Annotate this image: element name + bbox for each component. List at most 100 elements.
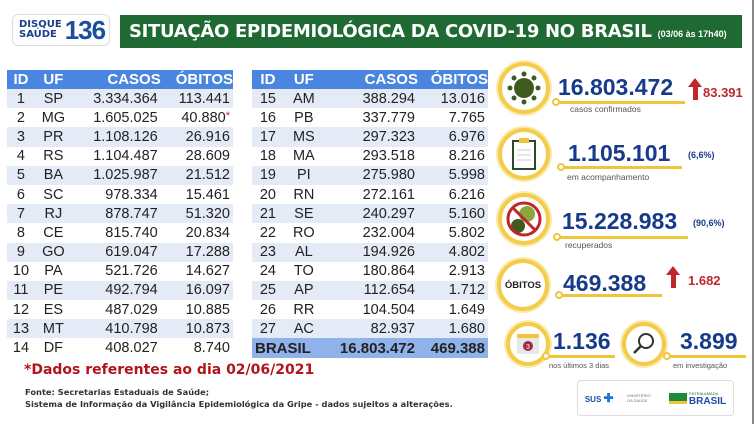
table-cell: 4: [7, 147, 35, 166]
recovered-percent: (90,6%): [693, 218, 725, 228]
cell-value: 5.802: [448, 224, 485, 241]
table-cell: 1.712: [417, 280, 488, 301]
table-cell: 8.740: [161, 338, 233, 357]
logo-text-bottom: SAÚDE: [19, 29, 57, 40]
table-cell: 12: [7, 300, 35, 319]
table-cell: 487.029: [72, 300, 161, 319]
table-cell: MA: [284, 147, 324, 166]
cell-value: BA: [43, 167, 64, 184]
table-cell: 240.297: [323, 204, 418, 224]
cell-value: 293.518: [362, 148, 415, 165]
cell-value: 5.998: [448, 167, 485, 184]
table-cell: DF: [35, 338, 72, 357]
column-header: UF: [34, 70, 72, 89]
cell-value: 22: [259, 224, 276, 241]
disque-saude-logo: DISQUE SAÚDE 136: [12, 14, 110, 46]
cell-value: AL: [294, 244, 313, 261]
table-cell: 24: [252, 262, 284, 281]
table-row: 10 PA 521.726 14.627: [7, 262, 233, 281]
cell-value: 14.627: [185, 263, 230, 280]
cell-value: 8: [16, 224, 25, 241]
table-cell: BA: [34, 165, 72, 185]
table-cell: PA: [35, 262, 72, 281]
table-cell: GO: [34, 242, 72, 262]
cell-value: 1.712: [448, 282, 485, 299]
monitoring-value: 1.105.101: [568, 140, 671, 166]
table-cell: 26: [252, 300, 284, 319]
table-cell: 619.047: [71, 242, 161, 262]
table-cell: CE: [35, 223, 72, 242]
cell-value: ES: [43, 301, 64, 318]
table-cell: 492.794: [71, 280, 161, 301]
table-cell: 521.726: [72, 262, 161, 281]
table-row: 8 CE 815.740 20.834: [7, 223, 233, 242]
table-row: 6 SC 978.334 15.461: [7, 185, 233, 204]
cell-value: 7.765: [448, 109, 485, 126]
cell-value: 11: [13, 282, 29, 299]
cell-value: 272.161: [362, 186, 415, 203]
cell-value: 24: [259, 263, 276, 280]
table-row: 23 AL 194.926 4.802: [252, 242, 488, 262]
cell-value: 3: [16, 128, 25, 145]
table-cell: 878.747: [71, 204, 161, 224]
cell-value: 297.323: [362, 128, 415, 145]
source-line: Sistema de Informação da Vigilância Epid…: [25, 399, 453, 409]
column-header: ÓBITOS: [160, 70, 233, 89]
table-cell: 4.802: [417, 242, 488, 262]
table-cell: RN: [284, 185, 324, 204]
cell-value: 232.004: [362, 224, 415, 241]
table-cell: 19: [252, 165, 284, 185]
table-row: 24 TO 180.864 2.913: [252, 262, 488, 281]
cell-value: DF: [43, 340, 64, 357]
source-line: Fonte: Secretarias Estaduais de Saúde;: [25, 387, 210, 397]
table-cell: PB: [284, 108, 324, 127]
table-row: 9 GO 619.047 17.288: [7, 242, 233, 262]
table-cell: 8: [7, 223, 35, 242]
cell-value: 10.885: [185, 301, 230, 318]
calendar-day: 3: [526, 344, 530, 351]
table-row: 5 BA 1.025.987 21.512: [7, 165, 233, 185]
cell-value: 13: [12, 320, 30, 337]
cell-value: 13.016: [440, 90, 485, 107]
table-cell: 1.108.126: [71, 127, 161, 147]
table-cell: 1: [7, 89, 35, 109]
cell-value: 21.512: [185, 167, 230, 184]
table-row: 25 AP 112.654 1.712: [252, 280, 488, 301]
cell-value: 19: [259, 167, 276, 184]
table-row: 22 RO 232.004 5.802: [252, 223, 488, 242]
cell-value: 7: [16, 205, 25, 222]
table-row: 19 PI 275.980 5.998: [252, 165, 488, 185]
table-cell: 337.779: [324, 108, 418, 127]
table-cell: 14.627: [161, 262, 233, 281]
table-row: 21 SE 240.297 5.160: [252, 204, 488, 224]
cell-value: 51.320: [185, 205, 230, 222]
cell-value: 6.976: [448, 128, 485, 145]
cell-value: PI: [296, 167, 311, 184]
cell-value: 15: [259, 90, 276, 107]
cell-value: 104.504: [362, 301, 415, 318]
total-cases: 16.803.472: [323, 338, 418, 358]
table-cell: 1.680: [417, 319, 488, 339]
table-cell: 408.027: [72, 338, 161, 357]
table-cell: 27: [252, 319, 284, 339]
confirmed-cases-label: casos confirmados: [570, 104, 641, 114]
table-cell: 272.161: [324, 185, 418, 204]
column-header: CASOS: [323, 70, 418, 89]
clipboard-icon: [498, 128, 550, 180]
table-cell: 2: [7, 108, 35, 127]
table-cell: SC: [35, 185, 72, 204]
cell-value: 82.937: [370, 320, 415, 337]
sus-logo-text: SUS: [584, 395, 602, 404]
table-cell: 16.097: [160, 280, 233, 301]
table-cell: 8.216: [418, 147, 488, 166]
table-cell: 113.441: [160, 89, 233, 109]
investigation-value: 3.899: [680, 328, 738, 354]
table-cell: 7.765: [418, 108, 488, 127]
cell-value: SC: [43, 186, 64, 203]
cell-value: 40.880: [181, 109, 226, 126]
column-header: ID: [7, 70, 35, 89]
table-cell: 293.518: [324, 147, 418, 166]
last-3-days-label: nos últimos 3 dias: [549, 361, 610, 370]
deaths-value: 469.388: [563, 270, 647, 296]
cell-value: MT: [42, 320, 64, 337]
